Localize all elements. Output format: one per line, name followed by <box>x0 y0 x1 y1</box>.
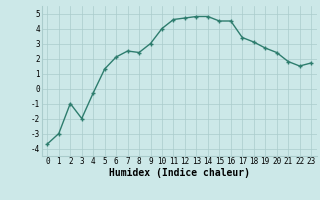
X-axis label: Humidex (Indice chaleur): Humidex (Indice chaleur) <box>109 168 250 178</box>
